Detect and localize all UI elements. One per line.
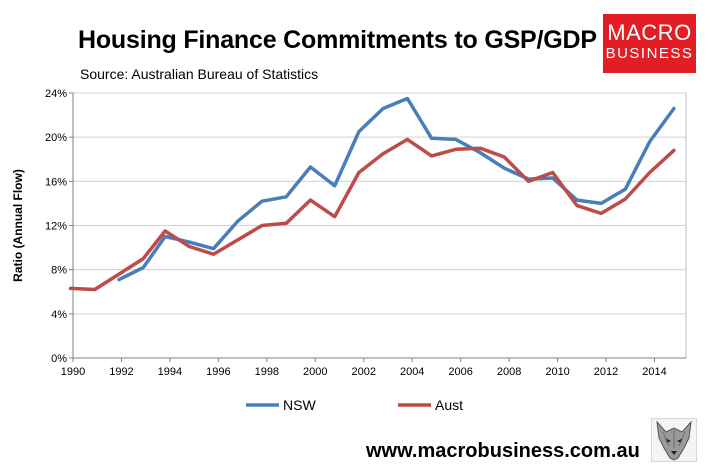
x-tick-label: 1992 (109, 366, 133, 378)
y-tick-label: 8% (51, 265, 67, 277)
y-tick-label: 20% (45, 132, 67, 144)
x-tick-label: 2008 (497, 366, 521, 378)
macrobusiness-logo: MACRO BUSINESS (603, 14, 696, 73)
x-tick-label: 2002 (352, 366, 376, 378)
y-tick-label: 24% (45, 88, 67, 100)
x-tick-label: 2014 (642, 366, 666, 378)
logo-line-1: MACRO (607, 20, 692, 45)
x-tick-label: 2006 (448, 366, 472, 378)
x-tick-label: 1996 (206, 366, 230, 378)
y-axis-label: Ratio (Annual Flow) (11, 169, 25, 282)
x-tick-label: 2012 (594, 366, 618, 378)
y-tick-label: 12% (45, 221, 67, 233)
x-tick-label: 1990 (61, 366, 85, 378)
y-tick-label: 4% (51, 309, 67, 321)
wolf-icon (651, 418, 697, 462)
logo-line-2: BUSINESS (605, 45, 694, 62)
y-tick-label: 0% (51, 353, 67, 365)
chart-title: Housing Finance Commitments to GSP/GDP (78, 26, 597, 54)
x-tick-label: 2000 (303, 366, 327, 378)
x-tick-label: 1998 (255, 366, 279, 378)
x-tick-label: 2010 (545, 366, 569, 378)
chart-subtitle: Source: Australian Bureau of Statistics (80, 66, 319, 82)
legend-label-aust: Aust (435, 397, 463, 413)
x-tick-label: 1994 (158, 366, 182, 378)
x-tick-label: 2004 (400, 366, 424, 378)
y-tick-label: 16% (45, 176, 67, 188)
series-line-aust (68, 137, 676, 292)
series-line-nsw (117, 96, 676, 282)
legend-label-nsw: NSW (283, 397, 316, 413)
footer-url: www.macrobusiness.com.au (366, 440, 640, 462)
